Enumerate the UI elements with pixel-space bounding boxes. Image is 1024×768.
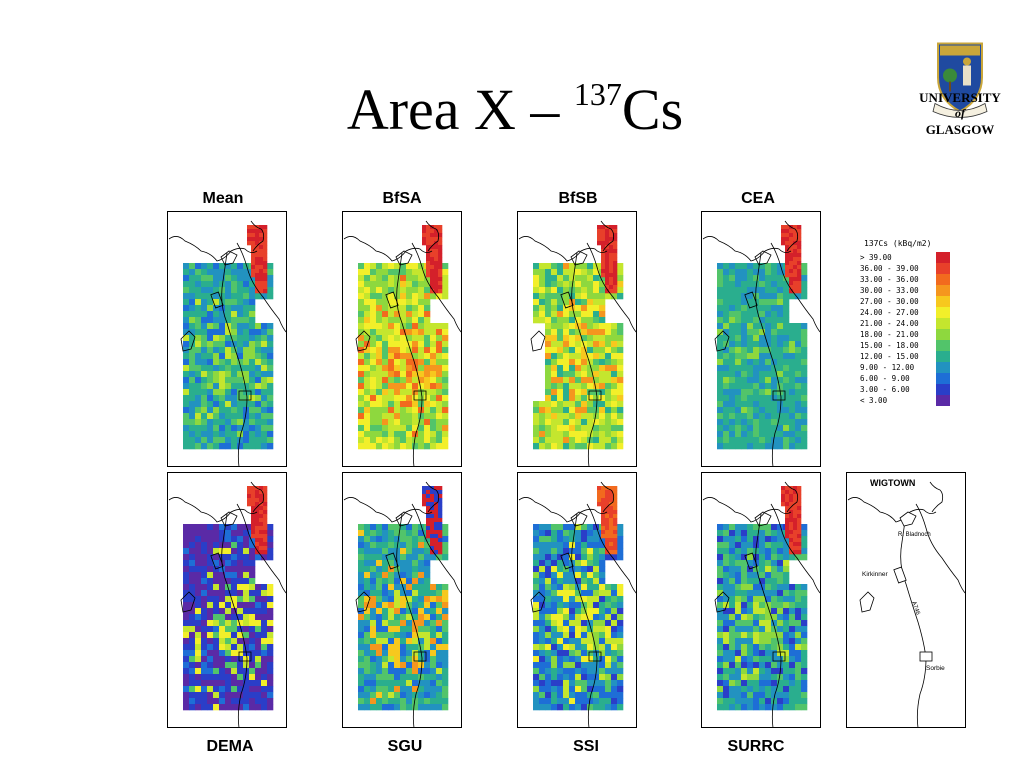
- map-label-cea: CEA: [741, 190, 775, 207]
- logo-line-of: of: [955, 106, 965, 120]
- legend-swatch: [936, 373, 950, 384]
- map-label-bfsb: BfSB: [558, 190, 598, 207]
- reference-label-wigtown: WIGTOWN: [870, 478, 915, 488]
- reference-label-sorbie: Sorbie: [926, 665, 945, 672]
- reference-label-river: R. Bladnoch: [898, 532, 931, 538]
- map-label-surrc: SURRC: [727, 738, 785, 755]
- legend-entry-label: 18.00 - 21.00: [860, 330, 919, 339]
- legend-swatch: [936, 285, 950, 296]
- legend-swatch: [936, 329, 950, 340]
- map-panel-cea: [701, 211, 821, 467]
- legend-swatch: [936, 362, 950, 373]
- legend-swatch: [936, 395, 950, 406]
- legend-entry-label: 3.00 - 6.00: [860, 385, 910, 394]
- legend-swatch: [936, 351, 950, 362]
- logo-line-university: UNIVERSITY: [919, 90, 1001, 105]
- map-panel-sgu: [342, 472, 462, 728]
- legend-entry-label: 6.00 - 9.00: [860, 374, 910, 383]
- legend-title: 137Cs (kBq/m2): [864, 240, 931, 248]
- title-text: Area X –: [346, 77, 574, 142]
- map-panel-ssi: [517, 472, 637, 728]
- legend-entry-label: > 39.00: [860, 253, 892, 262]
- legend-entry-label: 21.00 - 24.00: [860, 319, 919, 328]
- legend-entry-label: < 3.00: [860, 396, 888, 405]
- university-crest-icon: [932, 42, 988, 118]
- legend-entry-label: 36.00 - 39.00: [860, 264, 919, 273]
- map-label-ssi: SSI: [573, 738, 599, 755]
- map-panel-bfsb: [517, 211, 637, 467]
- map-panel-surrc: [701, 472, 821, 728]
- legend-swatch: [936, 252, 950, 263]
- reference-label-kirkinner: Kirkinner: [862, 571, 888, 578]
- legend-entry-label: 33.00 - 36.00: [860, 275, 919, 284]
- map-panel-bfsa: [342, 211, 462, 467]
- logo-line-glasgow: GLASGOW: [925, 122, 995, 137]
- legend-swatch: [936, 340, 950, 351]
- legend-entry-label: 15.00 - 18.00: [860, 341, 919, 350]
- legend-entry-label: 30.00 - 33.00: [860, 286, 919, 295]
- map-panel-mean: [167, 211, 287, 467]
- legend-swatch: [936, 318, 950, 329]
- legend-swatch: [936, 296, 950, 307]
- legend-swatch: [936, 263, 950, 274]
- legend-swatch: [936, 274, 950, 285]
- reference-location-map: WIGTOWN R. Bladnoch Kirkinner A746 Sorbi…: [846, 472, 966, 728]
- title-isotope-mass: 137: [573, 76, 622, 112]
- map-label-mean: Mean: [202, 190, 244, 207]
- map-panel-dema: [167, 472, 287, 728]
- legend-entry-label: 12.00 - 15.00: [860, 352, 919, 361]
- legend-entry-label: 27.00 - 30.00: [860, 297, 919, 306]
- map-label-dema: DEMA: [206, 738, 254, 755]
- colour-scale-legend: 137Cs (kBq/m2) > 39.00 36.00 - 39.00 33.00…: [860, 240, 950, 406]
- slide-title: Area X – 137Cs: [300, 78, 730, 139]
- legend-entry-label: 9.00 - 12.00: [860, 363, 915, 372]
- title-element: Cs: [621, 77, 684, 142]
- map-label-bfsa: BfSA: [382, 190, 422, 207]
- map-label-sgu: SGU: [387, 738, 423, 755]
- legend-swatch: [936, 307, 950, 318]
- legend-entry-label: 24.00 - 27.00: [860, 308, 919, 317]
- reference-label-road: A746: [910, 601, 921, 617]
- legend-swatch: [936, 384, 950, 395]
